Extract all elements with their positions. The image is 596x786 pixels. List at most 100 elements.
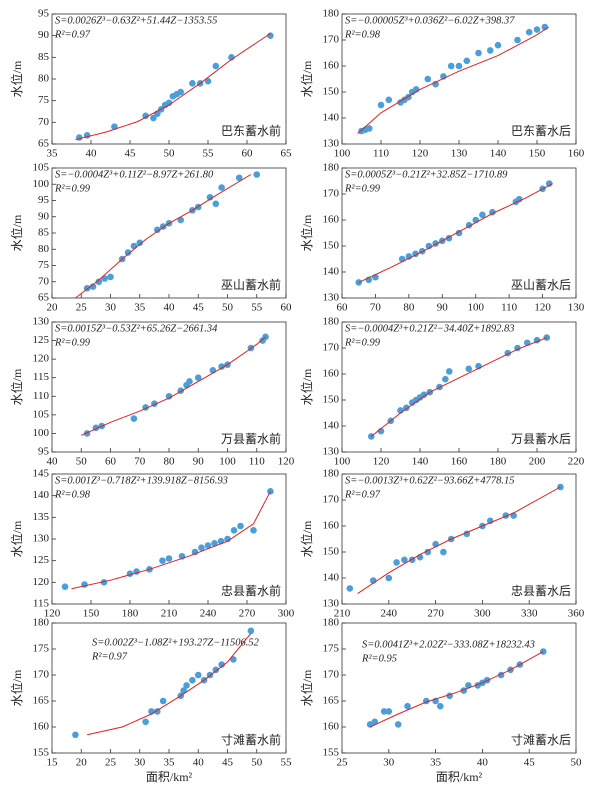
data-point bbox=[218, 184, 225, 191]
x-tick-label: 360 bbox=[568, 608, 585, 620]
x-tick-label: 110 bbox=[249, 456, 266, 468]
data-point bbox=[159, 697, 167, 705]
r-squared: R²=0.95 bbox=[361, 653, 397, 664]
data-point bbox=[455, 62, 463, 70]
plot-frame bbox=[341, 622, 577, 754]
y-tick-label: 140 bbox=[323, 266, 340, 278]
y-axis-label: 水位/m bbox=[299, 60, 314, 97]
x-tick-label: 35 bbox=[47, 148, 59, 160]
x-tick-label: 40 bbox=[193, 757, 205, 769]
data-point bbox=[165, 392, 173, 400]
x-tick-label: 120 bbox=[534, 302, 551, 314]
data-point bbox=[189, 676, 196, 684]
y-axis-label: 水位/m bbox=[9, 669, 24, 706]
x-tick-label: 110 bbox=[373, 148, 390, 160]
data-point bbox=[154, 226, 161, 234]
x-tick-label: 40 bbox=[477, 757, 489, 769]
equation: S=−0.0004Z³+0.21Z²−34.40Z+1892.83 bbox=[345, 323, 515, 334]
data-point bbox=[371, 718, 379, 726]
data-point bbox=[445, 368, 453, 375]
y-tick-label: 145 bbox=[33, 468, 50, 480]
x-tick-label: 20 bbox=[47, 302, 59, 314]
data-point bbox=[130, 242, 138, 250]
data-point bbox=[385, 574, 393, 582]
y-tick-label: 75 bbox=[38, 259, 50, 271]
y-tick-label: 85 bbox=[38, 51, 50, 63]
x-tick-label: 100 bbox=[467, 302, 484, 314]
x-tick-label: 60 bbox=[242, 148, 254, 160]
data-point bbox=[235, 174, 243, 182]
y-tick-label: 160 bbox=[323, 721, 340, 733]
y-tick-label: 150 bbox=[323, 394, 340, 406]
data-point bbox=[230, 656, 237, 663]
y-tick-label: 110 bbox=[33, 390, 50, 402]
data-point bbox=[267, 32, 274, 39]
x-tick-label: 60 bbox=[105, 456, 117, 468]
data-point bbox=[377, 101, 385, 109]
x-tick-label: 120 bbox=[373, 456, 390, 468]
y-tick-label: 125 bbox=[33, 554, 50, 566]
panel-title: 巫山蓄水前 bbox=[221, 277, 281, 292]
r-squared: R²=0.99 bbox=[344, 337, 381, 348]
y-tick-label: 150 bbox=[323, 546, 340, 558]
y-tick-label: 85 bbox=[38, 227, 50, 239]
x-tick-label: 50 bbox=[76, 456, 88, 468]
data-point bbox=[100, 579, 108, 586]
data-point bbox=[545, 180, 553, 187]
x-tick-label: 30 bbox=[105, 302, 117, 314]
data-point bbox=[95, 278, 103, 286]
x-tick-label: 30 bbox=[383, 757, 395, 769]
y-tick-label: 105 bbox=[33, 162, 50, 174]
y-tick-label: 180 bbox=[33, 617, 50, 629]
x-tick-label: 150 bbox=[529, 148, 546, 160]
x-tick-label: 180 bbox=[490, 456, 507, 468]
r-squared: R²=0.99 bbox=[54, 183, 91, 194]
data-point bbox=[204, 77, 212, 85]
y-tick-label: 140 bbox=[323, 112, 340, 124]
y-axis-label: 水位/m bbox=[299, 520, 314, 557]
y-tick-label: 130 bbox=[323, 598, 340, 610]
data-point bbox=[204, 542, 212, 549]
y-tick-label: 70 bbox=[38, 275, 50, 287]
data-point bbox=[107, 273, 114, 281]
y-tick-label: 160 bbox=[323, 368, 340, 380]
data-point bbox=[150, 114, 157, 122]
y-tick-label: 175 bbox=[33, 643, 50, 655]
fit-curve bbox=[358, 183, 553, 283]
x-tick-label: 160 bbox=[568, 148, 585, 160]
data-point bbox=[183, 682, 190, 689]
x-tick-label: 100 bbox=[334, 456, 351, 468]
y-tick-label: 165 bbox=[323, 695, 340, 707]
y-tick-label: 165 bbox=[33, 695, 50, 707]
x-tick-label: 160 bbox=[451, 456, 468, 468]
x-tick-label: 60 bbox=[281, 302, 293, 314]
x-tick-label: 35 bbox=[164, 757, 176, 769]
x-tick-label: 180 bbox=[122, 608, 139, 620]
x-axis-label: 面积/km² bbox=[146, 770, 193, 784]
panel-title: 寸滩蓄水后 bbox=[511, 733, 571, 747]
equation: S=−0.0013Z³+0.62Z²−93.66Z+4778.15 bbox=[345, 475, 515, 486]
x-tick-label: 20 bbox=[76, 757, 88, 769]
data-point bbox=[475, 49, 482, 57]
data-point bbox=[440, 548, 447, 556]
y-axis-label: 水位/m bbox=[299, 368, 314, 405]
y-tick-label: 170 bbox=[323, 342, 340, 354]
y-tick-label: 170 bbox=[323, 34, 340, 46]
data-point bbox=[206, 193, 214, 201]
x-tick-label: 15 bbox=[47, 757, 59, 769]
data-point bbox=[212, 666, 220, 674]
data-point bbox=[247, 627, 255, 635]
y-tick-label: 170 bbox=[323, 188, 340, 200]
data-point bbox=[186, 378, 193, 385]
data-point bbox=[479, 211, 486, 219]
y-tick-label: 170 bbox=[33, 669, 50, 681]
x-tick-label: 90 bbox=[437, 302, 449, 314]
y-tick-label: 130 bbox=[33, 533, 50, 545]
y-axis-label: 水位/m bbox=[299, 214, 314, 251]
data-point bbox=[250, 527, 257, 534]
x-tick-label: 60 bbox=[337, 302, 349, 314]
y-tick-label: 130 bbox=[33, 316, 50, 328]
data-point bbox=[420, 391, 428, 399]
data-point bbox=[515, 195, 523, 203]
panel-title: 忠县蓄水前 bbox=[221, 583, 281, 598]
